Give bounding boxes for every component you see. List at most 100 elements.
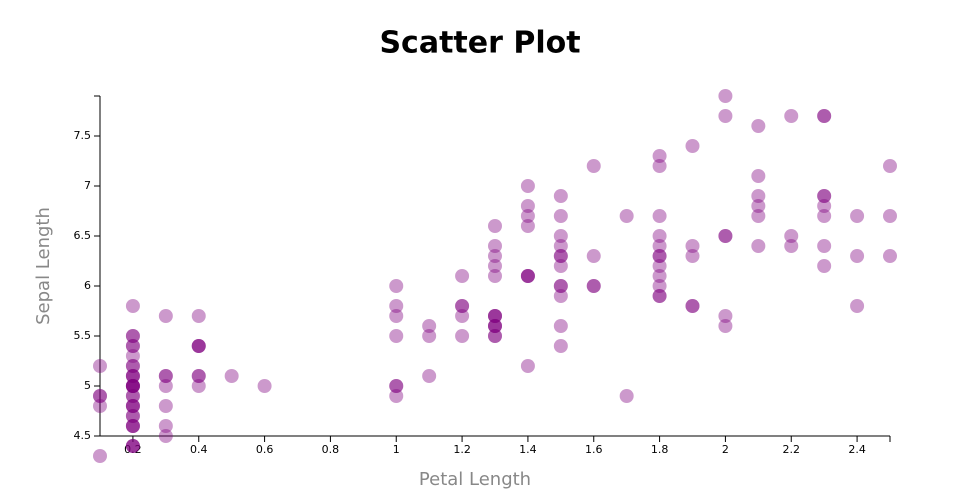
point: [389, 309, 404, 323]
point: [718, 319, 733, 333]
point: [685, 249, 700, 263]
point: [520, 269, 535, 283]
point: [125, 379, 140, 393]
point: [520, 269, 535, 283]
point: [158, 369, 173, 383]
point: [817, 239, 832, 253]
point: [817, 109, 832, 123]
point: [751, 209, 766, 223]
point: [553, 229, 568, 243]
point: [125, 439, 140, 453]
point: [520, 209, 535, 223]
x-tick-label: 0.6: [256, 443, 274, 456]
point: [488, 309, 502, 323]
point: [850, 249, 865, 263]
point: [586, 249, 601, 263]
point: [125, 299, 140, 313]
point: [389, 379, 404, 393]
point: [652, 279, 667, 293]
point: [191, 369, 206, 383]
point: [158, 309, 173, 323]
point: [125, 369, 140, 383]
point: [817, 199, 832, 213]
point: [553, 189, 568, 203]
point: [520, 269, 535, 283]
point: [125, 379, 140, 393]
point: [520, 359, 535, 373]
point: [685, 139, 700, 153]
point: [125, 419, 140, 433]
point: [652, 259, 667, 273]
point: [553, 249, 568, 263]
point: [817, 209, 832, 223]
point: [586, 279, 601, 293]
point: [422, 329, 437, 343]
point: [553, 249, 568, 263]
point: [883, 249, 897, 263]
point: [158, 419, 173, 433]
point: [125, 439, 140, 453]
x-tick-label: 2.2: [783, 443, 801, 456]
point: [685, 239, 700, 253]
point: [850, 209, 865, 223]
point: [488, 309, 502, 323]
point: [520, 199, 535, 213]
point: [125, 439, 140, 453]
point: [652, 209, 667, 223]
point: [93, 389, 107, 403]
point: [158, 369, 173, 383]
point: [784, 239, 799, 253]
point: [488, 319, 502, 333]
point: [93, 399, 107, 413]
point: [652, 289, 667, 303]
point: [224, 369, 239, 383]
point: [93, 449, 107, 463]
point: [718, 229, 733, 243]
x-tick-label: 0.2: [124, 443, 142, 456]
point: [685, 299, 700, 313]
point: [652, 269, 667, 283]
x-tick-label: 1.8: [651, 443, 669, 456]
x-tick-label: 2: [722, 443, 729, 456]
point: [455, 299, 470, 313]
point: [751, 239, 766, 253]
point: [191, 379, 206, 393]
x-tick-label: 0.8: [322, 443, 340, 456]
x-tick-label: 2.4: [848, 443, 866, 456]
point: [158, 429, 173, 443]
y-tick-label: 6: [84, 279, 91, 292]
point: [125, 379, 140, 393]
point: [553, 279, 568, 293]
point: [125, 379, 140, 393]
y-tick-label: 7: [84, 179, 91, 192]
point: [125, 369, 140, 383]
point: [751, 169, 766, 183]
point: [553, 209, 568, 223]
point: [751, 189, 766, 203]
point: [751, 199, 766, 213]
point: [784, 229, 799, 243]
point: [488, 249, 502, 263]
point: [455, 309, 470, 323]
point: [191, 339, 206, 353]
y-tick-label: 6.5: [74, 229, 92, 242]
point: [158, 399, 173, 413]
point: [488, 319, 502, 333]
point: [685, 299, 700, 313]
point: [125, 329, 140, 343]
point: [125, 399, 140, 413]
point: [191, 339, 206, 353]
point: [520, 179, 535, 193]
point: [455, 299, 470, 313]
point: [488, 319, 502, 333]
point: [718, 109, 733, 123]
point: [652, 149, 667, 163]
x-tick-label: 1.6: [585, 443, 603, 456]
point: [652, 249, 667, 263]
point: [422, 319, 437, 333]
point: [389, 389, 404, 403]
point: [586, 159, 601, 173]
point: [125, 399, 140, 413]
point: [257, 379, 272, 393]
y-axis-label: Sepal Length: [33, 207, 54, 325]
